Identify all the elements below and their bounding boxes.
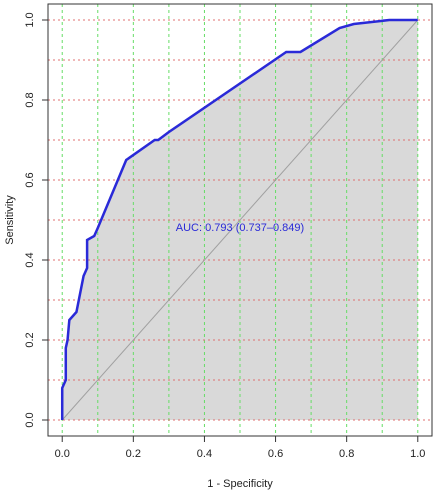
x-axis-label: 1 - Specificity [207,478,273,490]
plot-frame [47,3,433,437]
y-tick-label: 0.4 [24,252,36,267]
auc-annotation: AUC: 0.793 (0.737–0.849) [176,222,304,234]
y-tick-label: 1.0 [24,12,36,27]
y-tick-label: 0.8 [24,92,36,107]
y-tick-label: 0.0 [24,412,36,427]
y-axis-label: Sensitivity [4,195,16,245]
roc-curve [60,18,418,420]
x-tick-label: 0.2 [126,448,141,460]
x-tick-label: 0.6 [268,448,283,460]
y-tick-label: 0.6 [24,172,36,187]
diagonal [61,19,419,421]
x-tick-label: 0.0 [55,448,70,460]
y-tick-label: 0.2 [24,332,36,347]
x-tick-label: 0.8 [339,448,354,460]
x-tick-label: 1.0 [410,448,425,460]
x-tick-label: 0.4 [197,448,212,460]
